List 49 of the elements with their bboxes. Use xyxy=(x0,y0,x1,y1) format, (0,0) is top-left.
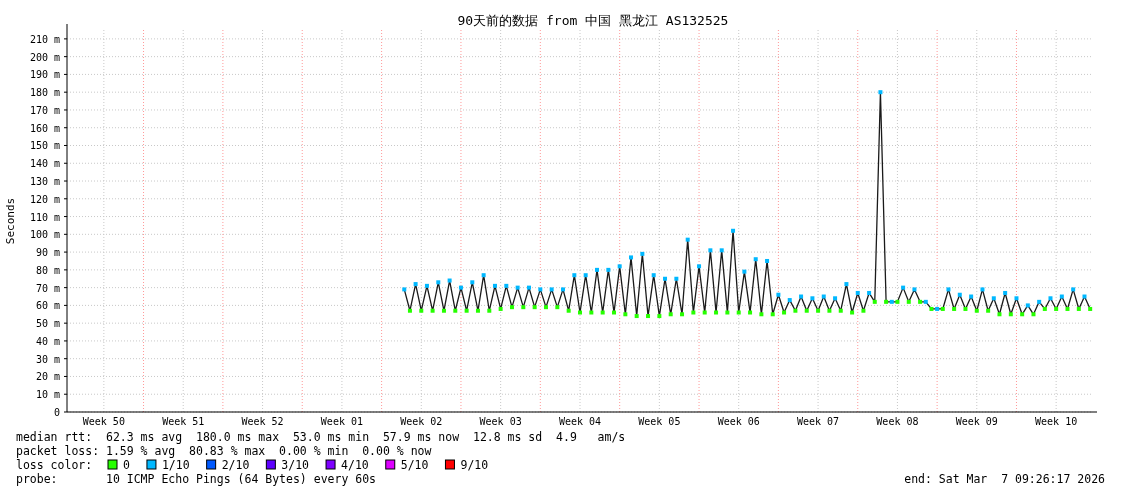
y-tick-label: 90 m xyxy=(35,247,60,259)
x-tick-label: Week 10 xyxy=(1035,416,1078,427)
x-tick-label: Week 02 xyxy=(400,416,443,427)
y-tick-label: 170 m xyxy=(29,104,60,116)
y-tick-label: 80 m xyxy=(35,264,60,276)
y-tick-label: 20 m xyxy=(35,371,60,383)
y-tick-label: 190 m xyxy=(29,69,60,81)
y-tick-label: 60 m xyxy=(35,300,60,312)
y-axis-title: Seconds xyxy=(4,197,17,245)
x-tick-label: Week 07 xyxy=(797,416,840,427)
x-tick-label: Week 06 xyxy=(717,416,760,427)
text: packet loss: 1.59 % avg 80.83 % max 0.00 % min 0.00 % now xyxy=(16,444,432,458)
y-tick-label: 130 m xyxy=(29,176,60,188)
legend-label: 0 xyxy=(123,458,130,472)
legend-label: 9/10 xyxy=(460,458,489,472)
x-tick-label: Week 51 xyxy=(162,416,205,427)
legend-label: 1/10 xyxy=(161,458,190,472)
x-tick-label: Week 03 xyxy=(479,416,522,427)
y-tick-label: 30 m xyxy=(35,353,60,365)
x-tick-label: Week 01 xyxy=(320,416,363,427)
x-tick-label: Week 04 xyxy=(558,416,602,427)
y-tick-label: 120 m xyxy=(29,193,60,205)
legend-label: 5/10 xyxy=(400,458,429,472)
y-tick-label: 100 m xyxy=(29,229,60,241)
x-tick-label: Week 05 xyxy=(638,416,681,427)
y-tick-label: 150 m xyxy=(29,140,60,152)
legend-label: 4/10 xyxy=(341,458,369,472)
y-tick-label: 40 m xyxy=(35,335,60,347)
legend-label: 3/10 xyxy=(281,458,310,472)
chart-title: 90天前的数据 from 中国 黑龙江 AS132525 xyxy=(457,13,729,28)
y-tick-label: 210 m xyxy=(29,33,60,45)
x-tick-label: Week 08 xyxy=(876,416,919,427)
y-tick-label: 140 m xyxy=(29,158,60,170)
y-tick-label: 50 m xyxy=(35,318,60,330)
legend-label: 2/10 xyxy=(221,458,250,472)
y-tick-label: 110 m xyxy=(29,211,60,223)
text: loss color: xyxy=(16,458,93,472)
y-tick-label: 160 m xyxy=(29,122,60,134)
y-tick-label: 10 m xyxy=(35,389,60,401)
text: end: Sat Mar 7 09:26:17 2026 xyxy=(904,472,1106,486)
text: probe: 10 ICMP Echo Pings (64 Bytes) every 60s xyxy=(16,472,377,486)
y-tick-label: 180 m xyxy=(29,87,60,99)
y-tick-label: 0 xyxy=(53,407,60,418)
y-tick-label: 200 m xyxy=(29,51,60,63)
x-tick-label: Week 50 xyxy=(82,416,125,427)
x-tick-label: Week 09 xyxy=(955,416,998,427)
text: median rtt: 62.3 ms avg 180.0 ms max 53.0 ms min 57.9 ms now 12.8 ms sd 4.9 am/s xyxy=(16,430,626,444)
x-tick-label: Week 52 xyxy=(241,416,284,427)
y-tick-label: 70 m xyxy=(35,282,60,294)
